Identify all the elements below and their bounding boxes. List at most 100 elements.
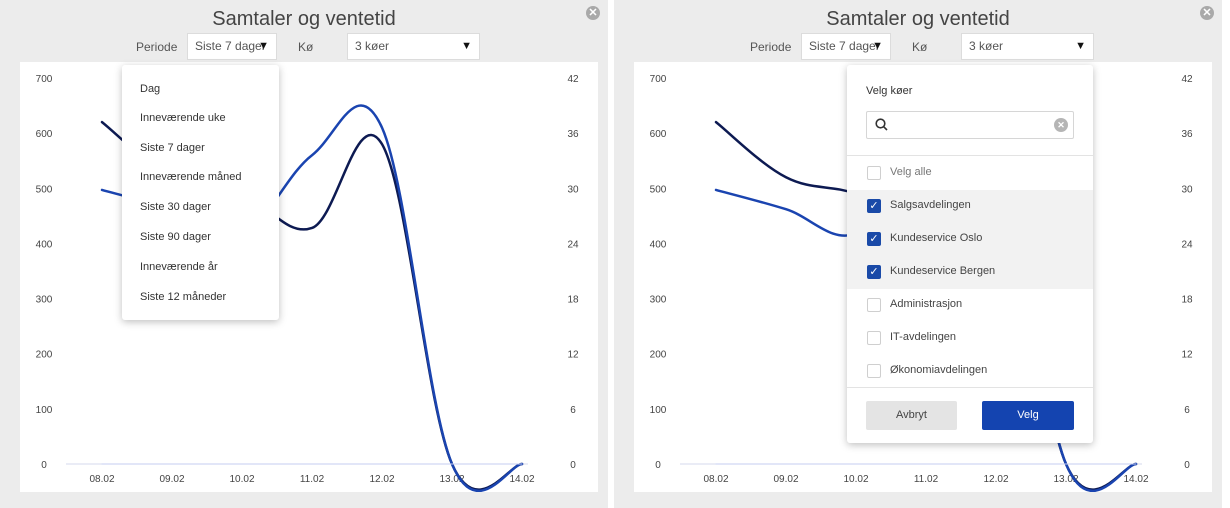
periode-select[interactable]: Siste 7 dager ▼ (801, 33, 891, 60)
close-icon[interactable]: ✕ (586, 6, 600, 20)
x-tick-label: 09.02 (159, 474, 184, 485)
queue-checkbox[interactable] (867, 331, 881, 345)
y-right-tick-label: 42 (567, 74, 579, 85)
y-right-tick-label: 0 (1184, 460, 1190, 471)
confirm-button[interactable]: Velg (982, 401, 1074, 430)
periode-select[interactable]: Siste 7 dager ▼ (187, 33, 277, 60)
x-tick-label: 12.02 (983, 474, 1008, 485)
queue-dropdown-title: Velg køer (866, 85, 913, 97)
panel-title: Samtaler og ventetid (212, 8, 396, 30)
y-left-tick-label: 400 (650, 239, 667, 250)
periode-value: Siste 7 dager (809, 39, 880, 53)
y-left-tick-label: 200 (650, 350, 667, 361)
periode-option-dag[interactable]: Dag (140, 83, 161, 95)
queue-label: Kundeservice Oslo (890, 232, 983, 244)
y-left-tick-label: 100 (650, 405, 667, 416)
y-right-tick-label: 30 (567, 184, 579, 195)
x-tick-label: 08.02 (703, 474, 728, 485)
queue-label: Kundeservice Bergen (890, 265, 996, 277)
queue-checkbox[interactable] (867, 364, 881, 378)
caret-down-icon: ▼ (461, 40, 472, 52)
ko-select[interactable]: 3 køer ▼ (961, 33, 1094, 60)
y-left-tick-label: 0 (41, 460, 47, 471)
x-tick-label: 14.02 (1123, 474, 1148, 485)
x-tick-label: 14.02 (509, 474, 534, 485)
chart-panel-right: Samtaler og ventetid ✕ Periode Siste 7 d… (614, 0, 1222, 508)
y-right-tick-label: 24 (1181, 239, 1193, 250)
y-right-tick-label: 18 (567, 295, 579, 306)
clear-search-icon[interactable]: ✕ (1054, 118, 1068, 132)
search-icon (875, 118, 888, 131)
caret-down-icon: ▼ (872, 40, 883, 52)
x-tick-label: 11.02 (914, 474, 939, 485)
y-left-tick-label: 300 (36, 295, 53, 306)
caret-down-icon: ▼ (1075, 40, 1086, 52)
periode-option-innevaerende-uke[interactable]: Inneværende uke (140, 112, 226, 124)
queue-row[interactable]: ✓ Kundeservice Bergen (847, 256, 1093, 289)
periode-option-siste-12-maneder[interactable]: Siste 12 måneder (140, 291, 227, 303)
close-icon[interactable]: ✕ (1200, 6, 1214, 20)
select-all-row[interactable]: Velg alle (847, 157, 1093, 190)
queue-label: Administrasjon (890, 298, 963, 310)
periode-option-siste-7-dager[interactable]: Siste 7 dager (140, 142, 205, 154)
panel-title: Samtaler og ventetid (826, 8, 1010, 30)
x-tick-label: 12.02 (369, 474, 394, 485)
queue-checkbox-checked[interactable]: ✓ (867, 199, 881, 213)
periode-dropdown: Dag Inneværende uke Siste 7 dager Innevæ… (122, 65, 279, 320)
periode-label: Periode (750, 40, 792, 54)
y-right-tick-label: 24 (567, 239, 579, 250)
y-left-tick-label: 500 (650, 184, 667, 195)
y-right-tick-label: 6 (570, 405, 576, 416)
y-left-tick-label: 100 (36, 405, 53, 416)
periode-option-innevaerende-maned[interactable]: Inneværende måned (140, 171, 242, 183)
periode-option-siste-30-dager[interactable]: Siste 30 dager (140, 201, 211, 213)
periode-option-innevaerende-ar[interactable]: Inneværende år (140, 261, 218, 273)
y-left-tick-label: 300 (650, 295, 667, 306)
queue-dropdown: Velg køer ✕ Velg alle ✓ Salgsavdelingen … (847, 65, 1093, 443)
x-tick-label: 08.02 (89, 474, 114, 485)
queue-search-input[interactable]: ✕ (866, 111, 1074, 139)
y-right-tick-label: 6 (1184, 405, 1190, 416)
queue-checkbox[interactable] (867, 298, 881, 312)
queue-checkbox-checked[interactable]: ✓ (867, 232, 881, 246)
x-tick-label: 13.02 (1053, 474, 1078, 485)
y-right-tick-label: 36 (1181, 129, 1193, 140)
ko-value: 3 køer (355, 39, 390, 53)
chart-panel-left: Samtaler og ventetid ✕ Periode Siste 7 d… (0, 0, 608, 508)
ko-select[interactable]: 3 køer ▼ (347, 33, 480, 60)
queue-label: IT-avdelingen (890, 331, 957, 343)
periode-option-siste-90-dager[interactable]: Siste 90 dager (140, 231, 211, 243)
cancel-button[interactable]: Avbryt (866, 401, 957, 430)
select-all-label: Velg alle (890, 166, 932, 178)
y-left-tick-label: 600 (650, 129, 667, 140)
divider (847, 387, 1093, 388)
y-left-tick-label: 0 (655, 460, 661, 471)
periode-value: Siste 7 dager (195, 39, 266, 53)
y-left-tick-label: 400 (36, 239, 53, 250)
queue-row[interactable]: Økonomiavdelingen (847, 355, 1093, 388)
y-left-tick-label: 700 (36, 74, 53, 85)
queue-row[interactable]: Administrasjon (847, 289, 1093, 322)
divider (847, 155, 1093, 156)
queue-row[interactable]: IT-avdelingen (847, 322, 1093, 355)
y-right-tick-label: 18 (1181, 295, 1193, 306)
x-tick-label: 13.02 (439, 474, 464, 485)
y-left-tick-label: 700 (650, 74, 667, 85)
y-right-tick-label: 0 (570, 460, 576, 471)
periode-label: Periode (136, 40, 178, 54)
queue-checkbox-checked[interactable]: ✓ (867, 265, 881, 279)
y-right-tick-label: 12 (567, 350, 579, 361)
caret-down-icon: ▼ (258, 40, 269, 52)
queue-label: Økonomiavdelingen (890, 364, 988, 376)
x-tick-label: 11.02 (300, 474, 325, 485)
select-all-checkbox[interactable] (867, 166, 881, 180)
y-right-tick-label: 36 (567, 129, 579, 140)
y-right-tick-label: 12 (1181, 350, 1193, 361)
chart-area: 700 600 500 400 300 200 100 0 42 36 30 24 18 12 6 0 08.0… (20, 62, 598, 492)
queue-row[interactable]: ✓ Kundeservice Oslo (847, 223, 1093, 256)
ko-value: 3 køer (969, 39, 1004, 53)
queue-row[interactable]: ✓ Salgsavdelingen (847, 190, 1093, 223)
y-left-tick-label: 600 (36, 129, 53, 140)
x-tick-label: 10.02 (229, 474, 254, 485)
line-chart: 700 600 500 400 300 200 100 0 42 36 30 24 18 12 6 0 08.0… (36, 74, 579, 492)
